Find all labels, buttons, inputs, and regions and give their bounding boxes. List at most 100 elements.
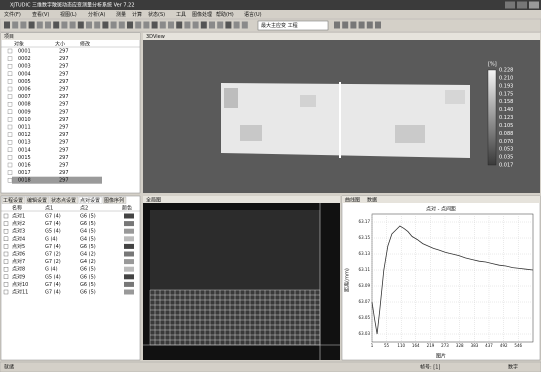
maximize-button[interactable] [517, 2, 527, 9]
toolbar-button[interactable] [135, 22, 141, 29]
toolbar-button[interactable] [119, 22, 125, 29]
file-cell[interactable]: 297 [59, 132, 69, 138]
table-cell[interactable]: G6 (5) [80, 282, 96, 288]
file-cell[interactable]: 0004 [18, 71, 31, 77]
table-cell[interactable]: G7 (4) [45, 214, 61, 220]
file-cell[interactable]: 0006 [18, 87, 31, 93]
menu-item[interactable]: 帮助(H) [216, 11, 234, 18]
checkbox[interactable] [4, 267, 8, 271]
file-cell[interactable]: 297 [59, 147, 69, 153]
toolbar-button[interactable] [168, 22, 174, 29]
menu-item[interactable]: 视图(L) [60, 11, 77, 18]
table-cell[interactable]: G7 (4) [45, 221, 61, 227]
toolbar-button[interactable] [29, 22, 35, 29]
file-cell[interactable]: 297 [59, 109, 69, 115]
toolbar-button[interactable] [86, 22, 92, 29]
checkbox[interactable] [4, 290, 8, 294]
checkbox[interactable] [4, 214, 8, 218]
menu-item[interactable]: 图像处理 [192, 11, 212, 18]
toolbar-button[interactable] [242, 22, 248, 29]
toolbar-button[interactable] [152, 22, 158, 29]
file-cell[interactable]: 0007 [18, 94, 31, 100]
checkbox[interactable] [4, 275, 8, 279]
file-cell[interactable]: 297 [59, 163, 69, 169]
table-cell[interactable]: G6 (5) [80, 290, 96, 296]
table-cell[interactable]: G6 (5) [80, 244, 96, 250]
toolbar-button[interactable] [78, 22, 84, 29]
file-cell[interactable]: 0016 [18, 163, 31, 169]
file-cell[interactable]: 297 [59, 64, 69, 70]
file-cell[interactable]: 0001 [18, 49, 31, 55]
view-tab[interactable]: 3DView [146, 34, 165, 40]
table-cell[interactable]: 点对1 [12, 213, 25, 220]
checkbox[interactable] [4, 222, 8, 226]
file-cell[interactable]: 0018 [18, 178, 31, 184]
toolbar-button[interactable] [111, 22, 117, 29]
chart-tab[interactable]: 数据 [367, 197, 377, 204]
file-cell[interactable]: 297 [59, 56, 69, 62]
file-cell[interactable]: 297 [59, 102, 69, 108]
checkbox[interactable] [4, 244, 8, 248]
file-cell[interactable]: 0010 [18, 117, 31, 123]
table-cell[interactable]: G6 (5) [80, 267, 96, 273]
checkbox[interactable] [4, 282, 8, 286]
menu-item[interactable]: 文件(F) [4, 11, 21, 18]
file-cell[interactable]: 297 [59, 170, 69, 176]
file-cell[interactable]: 0009 [18, 109, 31, 115]
file-cell[interactable]: 297 [59, 140, 69, 146]
table-cell[interactable]: G (4) [45, 267, 58, 273]
table-cell[interactable]: 点对7 [12, 258, 25, 265]
toolbar-button[interactable] [184, 22, 190, 29]
file-cell[interactable]: 0014 [18, 147, 31, 153]
toolbar-button[interactable] [209, 22, 215, 29]
file-cell[interactable]: 0005 [18, 79, 31, 85]
file-cell[interactable]: 297 [59, 94, 69, 100]
menu-item[interactable]: 语言(U) [244, 11, 262, 18]
toolbar-button[interactable] [4, 22, 10, 29]
file-cell[interactable]: 0003 [18, 64, 31, 70]
file-cell[interactable]: 297 [59, 117, 69, 123]
file-cell[interactable]: 0011 [18, 125, 31, 131]
table-cell[interactable]: G7 (2) [45, 252, 61, 258]
file-cell[interactable]: 297 [59, 178, 69, 184]
toolbar-button[interactable] [102, 22, 108, 29]
toolbar-button[interactable] [234, 22, 240, 29]
menu-item[interactable]: 分析(A) [88, 11, 105, 18]
table-cell[interactable]: G7 (2) [45, 259, 61, 265]
table-cell[interactable]: G4 (2) [80, 259, 96, 265]
chart-tab[interactable]: 曲线图 [345, 197, 360, 204]
table-cell[interactable]: G4 (5) [80, 236, 96, 242]
table-cell[interactable]: 点对8 [12, 266, 25, 273]
file-cell[interactable]: 0013 [18, 140, 31, 146]
toolbar-button[interactable] [193, 22, 199, 29]
toolbar-button[interactable] [20, 22, 26, 29]
file-cell[interactable]: 0012 [18, 132, 31, 138]
table-cell[interactable]: G7 (4) [45, 244, 61, 250]
table-cell[interactable]: G6 (5) [80, 221, 96, 227]
menu-item[interactable]: 查看(V) [32, 11, 49, 18]
file-cell[interactable]: 297 [59, 79, 69, 85]
file-cell[interactable]: 0002 [18, 56, 31, 62]
toolbar-button[interactable] [12, 22, 18, 29]
toolbar-button[interactable] [375, 22, 381, 29]
checkbox[interactable] [4, 229, 8, 233]
table-cell[interactable]: G7 (4) [45, 282, 61, 288]
table-cell[interactable]: G7 (4) [45, 290, 61, 296]
file-cell[interactable]: 297 [59, 87, 69, 93]
toolbar-button[interactable] [201, 22, 207, 29]
image-tab[interactable]: 全局图 [146, 197, 161, 204]
table-cell[interactable]: G5 (4) [45, 274, 61, 280]
toolbar-button[interactable] [225, 22, 231, 29]
table-cell[interactable]: 点对10 [12, 281, 28, 288]
file-cell[interactable]: 0017 [18, 170, 31, 176]
toolbar-button[interactable] [37, 22, 43, 29]
menu-item[interactable]: 测量 [116, 11, 126, 18]
toolbar-button[interactable] [334, 22, 340, 29]
menu-item[interactable]: 工具 [176, 12, 186, 18]
table-cell[interactable]: G (4) [45, 236, 58, 242]
menu-item[interactable]: 状态(S) [148, 11, 165, 18]
table-cell[interactable]: 点对2 [12, 220, 25, 227]
table-cell[interactable]: 点对11 [12, 289, 28, 296]
file-cell[interactable]: 0008 [18, 102, 31, 108]
file-cell[interactable]: 297 [59, 49, 69, 55]
